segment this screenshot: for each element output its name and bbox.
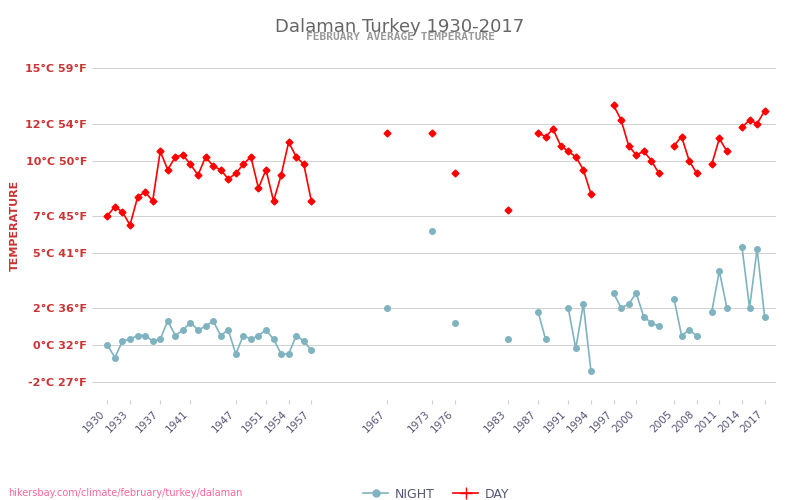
Text: FEBRUARY AVERAGE TEMPERATURE: FEBRUARY AVERAGE TEMPERATURE (306, 32, 494, 42)
Y-axis label: TEMPERATURE: TEMPERATURE (10, 180, 20, 270)
Legend: NIGHT, DAY: NIGHT, DAY (358, 482, 514, 500)
Text: Dalaman Turkey 1930-2017: Dalaman Turkey 1930-2017 (275, 18, 525, 36)
Text: hikersbay.com/climate/february/turkey/dalaman: hikersbay.com/climate/february/turkey/da… (8, 488, 242, 498)
